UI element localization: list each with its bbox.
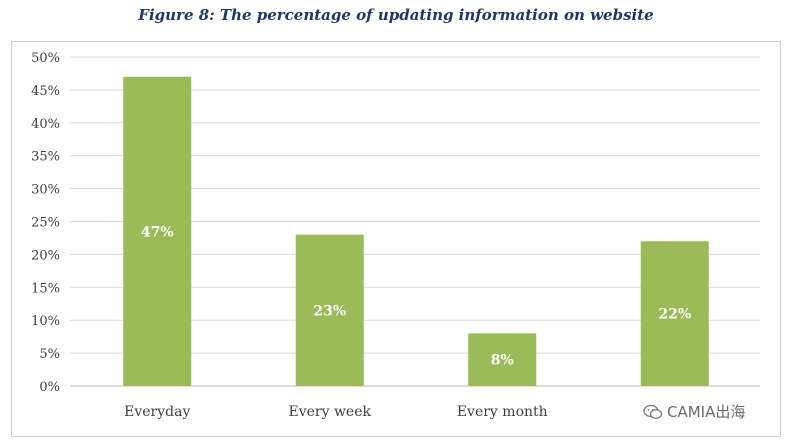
bar <box>640 241 709 386</box>
y-tick-label: 15% <box>31 281 60 296</box>
x-tick-label: Every week <box>288 404 371 420</box>
y-tick-label: 20% <box>31 248 60 263</box>
x-tick-label: Everyday <box>124 404 190 420</box>
x-tick-label: Every month <box>457 404 548 420</box>
y-tick-label: 40% <box>31 117 60 132</box>
chart-title: Figure 8: The percentage of updating inf… <box>138 6 654 24</box>
data-label: 8% <box>491 353 514 369</box>
chart-frame <box>11 41 781 437</box>
y-tick-label: 0% <box>39 380 60 395</box>
y-tick-label: 50% <box>31 51 60 66</box>
watermark: CAMIA出海 <box>643 401 745 422</box>
data-label: 22% <box>658 307 691 323</box>
data-label: 23% <box>313 303 346 319</box>
y-tick-label: 10% <box>31 314 60 329</box>
y-tick-label: 25% <box>31 216 60 231</box>
y-tick-label: 45% <box>31 84 60 99</box>
wechat-logo-icon <box>643 404 663 419</box>
bar <box>123 76 192 387</box>
bar <box>468 333 537 386</box>
y-tick-label: 35% <box>31 150 60 165</box>
y-tick-label: 30% <box>31 183 60 198</box>
watermark-text: CAMIA出海 <box>667 403 746 421</box>
bar <box>295 234 364 386</box>
y-tick-label: 5% <box>39 347 60 362</box>
data-label: 47% <box>141 224 174 240</box>
